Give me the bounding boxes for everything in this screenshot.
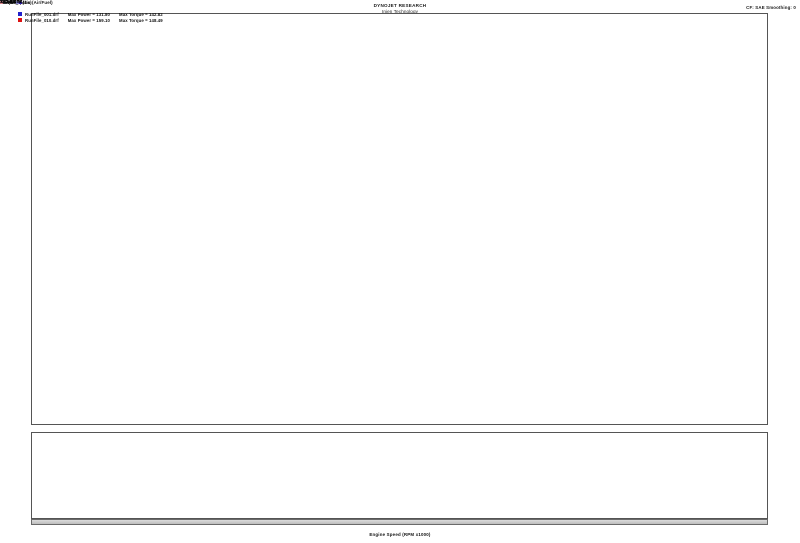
annotation-cursor-x: X = 6.487 — [0, 0, 23, 5]
header-subtitle: Injen Technology — [382, 9, 418, 14]
annotation-afr-blue-label: 11.57 — [0, 0, 13, 5]
legend-item[interactable]: RunFile_010.drf Max Power = 159.10 Max Tor… — [18, 17, 163, 23]
header-correction-info: CF: SAE Smoothing: 0 — [746, 5, 796, 10]
afr-plot[interactable] — [31, 432, 768, 519]
legend-run2-text: RunFile_010.drf Max Power = 159.10 Max Tor… — [25, 17, 163, 23]
afr-axis-title: Air/Fuel Ratio (Air/Fuel) — [0, 0, 53, 5]
chart-header: DYNOJET RESEARCH Injen Technology — [0, 3, 800, 15]
annotation-torque-lblue-label: 125.31 — [6, 0, 22, 5]
annotation-afr-blue: 11.57 — [0, 0, 19, 5]
power-axis-title: Power (hp) — [0, 0, 25, 5]
annotation-torque-pink-label: 133.48 — [6, 0, 22, 5]
annotation-power-blue: 147.62 — [0, 0, 22, 5]
legend-swatch-run1-icon — [18, 12, 22, 16]
annotation-power-blue-label: 147.62 — [0, 0, 16, 5]
annotation-point-afr-blue-icon — [15, 0, 19, 5]
afr-curves — [32, 433, 767, 518]
power-torque-plot[interactable] — [31, 13, 768, 425]
main-curves — [32, 14, 767, 424]
legend-swatch-run2-icon — [18, 18, 22, 22]
annotation-point-afr-red-icon — [0, 0, 4, 5]
annotation-afr-red: 12.04 — [0, 0, 19, 5]
annotation-point-blue-icon — [18, 0, 22, 5]
header-title: DYNOJET RESEARCH — [373, 3, 427, 8]
legend-item[interactable]: RunFile_001.drf Max Power = 131.80 Max Tor… — [18, 11, 163, 17]
annotation-power-red-label: 157.25 — [0, 0, 16, 5]
legend: RunFile_001.drf Max Power = 131.80 Max Tor… — [18, 11, 163, 23]
x-axis-title: Engine Speed (RPM x1000) — [369, 532, 431, 537]
legend-run1-text: RunFile_001.drf Max Power = 131.80 Max Tor… — [25, 11, 163, 17]
annotation-afr-red-label: 12.04 — [6, 0, 20, 5]
bottom-ruler — [31, 519, 768, 525]
